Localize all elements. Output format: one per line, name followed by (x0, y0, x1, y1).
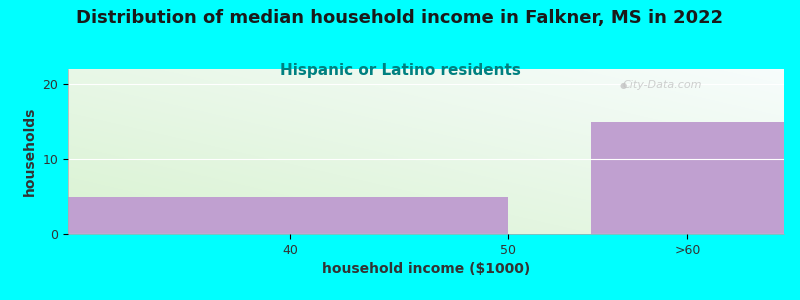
Bar (590, 122, 784, 234)
Text: Hispanic or Latino residents: Hispanic or Latino residents (279, 63, 521, 78)
Text: City-Data.com: City-Data.com (622, 80, 702, 91)
Text: ●: ● (619, 81, 626, 90)
Text: Distribution of median household income in Falkner, MS in 2022: Distribution of median household income … (77, 9, 723, 27)
X-axis label: household income ($1000): household income ($1000) (322, 262, 530, 276)
Bar (68, 196, 508, 234)
Y-axis label: households: households (23, 107, 37, 196)
